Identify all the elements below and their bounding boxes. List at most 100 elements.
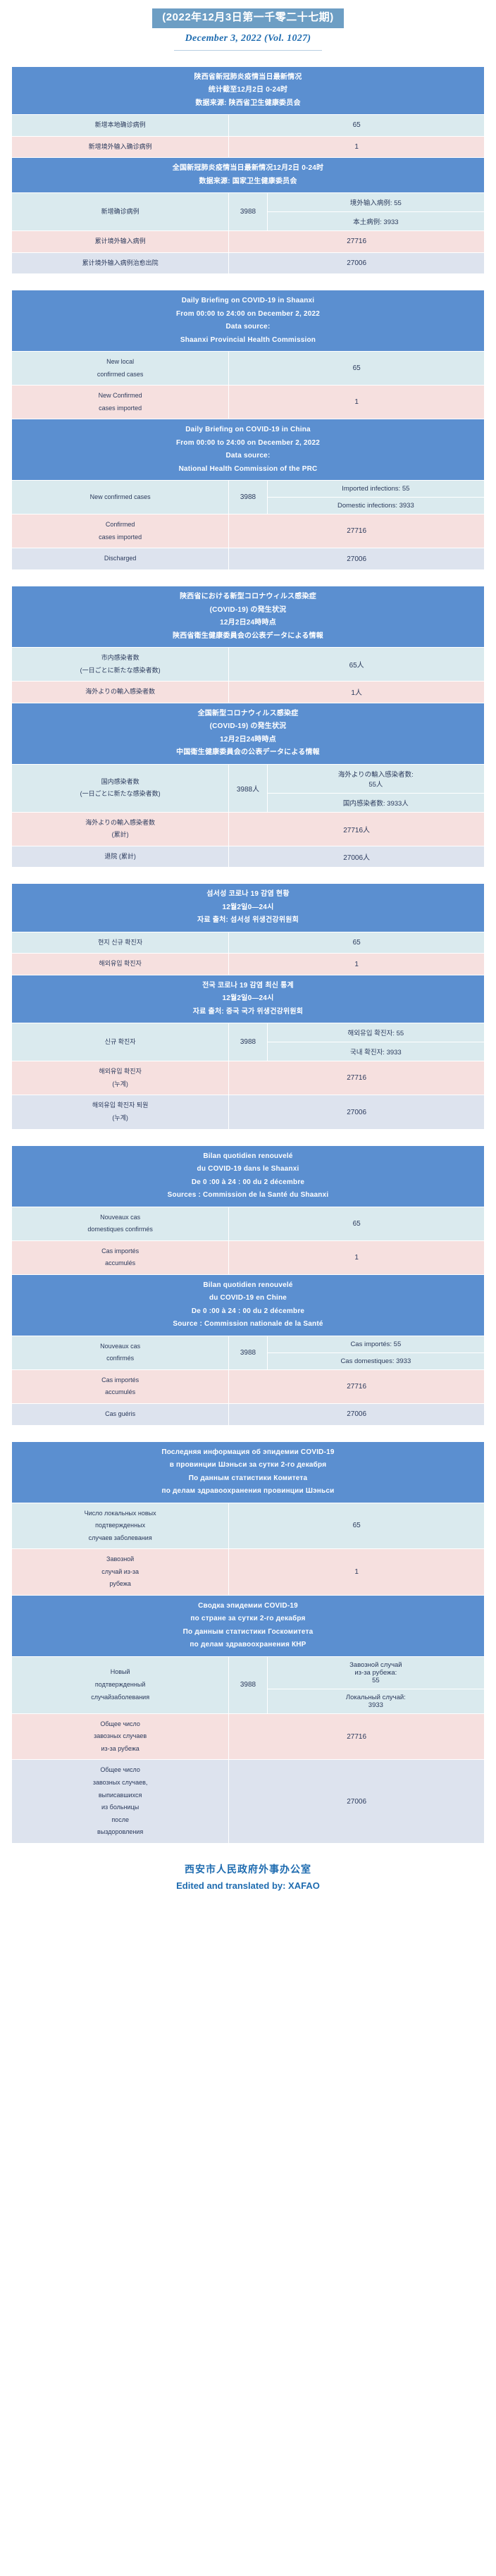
stats-table-zh: 陕西省新冠肺炎疫情当日最新情况 统计截至12月2日 0-24时 数据来源: 陕西省卫… (11, 66, 485, 275)
table-header-provincial: 섬서성 코로나 19 감염 현황 12월2일0—24시 자료 출처: 섬서성 위생건… (12, 884, 484, 932)
table-row: 陝西省における新型コロナウィルス感染症 (COVID-19) の発生状況 12月2日… (12, 586, 484, 648)
row-total-value: 3988 (229, 481, 267, 514)
row-label: 国内感染者数 (一日ごとに新たな感染者数) (12, 764, 229, 812)
table-row: Сводка эпидемии COVID-19 по стране за сут… (12, 1595, 484, 1656)
table-row: Bilan quotidien renouvelé du COVID-19 dan… (12, 1145, 484, 1207)
table-row: 해외유입 확진자 1 (12, 954, 484, 975)
row-value: 65 (229, 932, 484, 954)
table-row: Discharged 27006 (12, 548, 484, 570)
footer-credit-english: Edited and translated by: XAFAO (176, 1880, 320, 1891)
table-row: 전국 코로나 19 감염 최신 통계 12월2일0—24시 자료 출처: 중국 국가… (12, 975, 484, 1023)
row-label: 해외유입 확진자 (누계) (12, 1061, 229, 1095)
table-row: New local confirmed cases 65 (12, 352, 484, 386)
table-header-provincial: Последняя информация об эпидемии COVID-1… (12, 1441, 484, 1503)
row-label: Nouveaux cas confirmés (12, 1336, 229, 1369)
table-header-national: Daily Briefing on COVID-19 in China From … (12, 419, 484, 481)
table-row: Cas importés accumulés 27716 (12, 1369, 484, 1403)
row-label: 累计境外输入病例 (12, 231, 229, 252)
row-label: 해외유입 확진자 퇴원 (누계) (12, 1095, 229, 1129)
row-detail-imported: 海外よりの輸入感染者数: 55人 (267, 764, 484, 793)
row-label: New confirmed cases (12, 481, 229, 514)
table-row-split-cont: 本土病例: 3933 (12, 212, 484, 231)
row-detail-imported: Завозной случай из-за рубежа: 55 (267, 1656, 484, 1689)
bulletin-page: (2022年12月3日第一千零二十七期) December 3, 2022 (V… (0, 0, 496, 1891)
row-detail-domestic: Локальный случай: 3933 (267, 1689, 484, 1713)
row-label: 海外よりの輸入感染者数 (12, 682, 229, 703)
row-label: 累计境外输入病例治愈出院 (12, 252, 229, 274)
stats-table-en: Daily Briefing on COVID-19 in Shaanxi Fro… (11, 290, 485, 570)
table-header-national: 全国新冠肺炎疫情当日最新情况12月2日 0-24时 数据来源: 国家卫生健康委员会 (12, 158, 484, 193)
table-header-national: Сводка эпидемии COVID-19 по стране за сут… (12, 1595, 484, 1656)
row-label: 退院 (累計) (12, 846, 229, 868)
row-label: 海外よりの輸入感染者数 (累計) (12, 812, 229, 846)
table-row: 海外よりの輸入感染者数 1人 (12, 682, 484, 703)
row-value: 27716 (229, 231, 484, 252)
row-value: 27716 (229, 1369, 484, 1403)
row-value: 1 (229, 1240, 484, 1274)
table-row-split: 新增确诊病例 3988 境外输入病例: 55 (12, 193, 484, 231)
row-value: 65 (229, 1207, 484, 1240)
section-zh: 陕西省新冠肺炎疫情当日最新情况 统计截至12月2日 0-24时 数据来源: 陕西省卫… (11, 66, 485, 275)
row-detail-imported: 境外输入病例: 55 (267, 193, 484, 212)
row-total-value: 3988人 (229, 764, 267, 812)
row-value: 1 (229, 136, 484, 158)
table-row: Bilan quotidien renouvelé du COVID-19 en … (12, 1274, 484, 1336)
table-row: Daily Briefing on COVID-19 in China From … (12, 419, 484, 481)
row-value: 1人 (229, 682, 484, 703)
table-row-split: 国内感染者数 (一日ごとに新たな感染者数) 3988人 海外よりの輸入感染者数: 55人 (12, 764, 484, 812)
row-label: 新增确诊病例 (12, 193, 229, 231)
masthead-divider (174, 49, 322, 51)
row-label: 新增境外输入确诊病例 (12, 136, 229, 158)
row-label: Новый подтвержденный случайзаболевания (12, 1656, 229, 1713)
row-total-value: 3988 (229, 1336, 267, 1369)
table-header-provincial: 陕西省新冠肺炎疫情当日最新情况 统计截至12月2日 0-24时 数据来源: 陕西省卫… (12, 66, 484, 114)
issue-badge-chinese: (2022年12月3日第一千零二十七期) (152, 8, 344, 28)
table-row-split-cont: Domestic infections: 3933 (12, 498, 484, 514)
row-value: 65 (229, 352, 484, 386)
table-row: 해외유입 확진자 퇴원 (누계) 27006 (12, 1095, 484, 1129)
row-label: Общее число завозных случаев, выписавшихся… (12, 1760, 229, 1843)
stats-table-fr: Bilan quotidien renouvelé du COVID-19 dan… (11, 1145, 485, 1426)
stats-table-ja: 陝西省における新型コロナウィルス感染症 (COVID-19) の発生状況 12月2日… (11, 586, 485, 868)
row-value: 1 (229, 386, 484, 419)
row-detail-domestic: 国内感染者数: 3933人 (267, 793, 484, 812)
row-label: Confirmed cases imported (12, 514, 229, 548)
table-row: 累计境外输入病例治愈出院 27006 (12, 252, 484, 274)
row-detail-domestic: Cas domestiques: 3933 (267, 1352, 484, 1369)
row-detail-imported: Imported infections: 55 (267, 481, 484, 498)
table-row: Завозной случай из-за рубежа 1 (12, 1549, 484, 1595)
masthead: (2022年12月3日第一千零二十七期) December 3, 2022 (V… (0, 0, 496, 51)
section-ja: 陝西省における新型コロナウィルス感染症 (COVID-19) の発生状況 12月2日… (11, 586, 485, 868)
row-label: New local confirmed cases (12, 352, 229, 386)
section-ko: 섬서성 코로나 19 감염 현황 12월2일0—24시 자료 출처: 섬서성 위생건… (11, 883, 485, 1129)
row-value: 1 (229, 954, 484, 975)
row-value: 1 (229, 1549, 484, 1595)
table-row: New Confirmed cases imported 1 (12, 386, 484, 419)
table-row: 陕西省新冠肺炎疫情当日最新情况 统计截至12月2日 0-24时 数据来源: 陕西省卫… (12, 66, 484, 114)
stats-table-ko: 섬서성 코로나 19 감염 현황 12월2일0—24시 자료 출처: 섬서성 위생건… (11, 883, 485, 1129)
row-label: Cas importés accumulés (12, 1369, 229, 1403)
table-row-split: Nouveaux cas confirmés 3988 Cas importés: 5… (12, 1336, 484, 1369)
table-row: Cas importés accumulés 1 (12, 1240, 484, 1274)
row-detail-imported: 해외유입 확진자: 55 (267, 1023, 484, 1042)
row-value: 27716 (229, 1713, 484, 1760)
table-row-split: Новый подтвержденный случайзаболевания 3988… (12, 1656, 484, 1713)
row-value: 27716 (229, 1061, 484, 1095)
row-total-value: 3988 (229, 1023, 267, 1061)
row-value: 27006人 (229, 846, 484, 868)
row-label: 현지 신규 확진자 (12, 932, 229, 954)
row-value: 27006 (229, 252, 484, 274)
row-label: Discharged (12, 548, 229, 570)
table-header-provincial: 陝西省における新型コロナウィルス感染症 (COVID-19) の発生状況 12月2日… (12, 586, 484, 648)
table-header-provincial: Bilan quotidien renouvelé du COVID-19 dan… (12, 1145, 484, 1207)
row-value: 27006 (229, 1760, 484, 1843)
table-row: 해외유입 확진자 (누계) 27716 (12, 1061, 484, 1095)
table-row: Общее число завозных случаев, выписавшихся… (12, 1760, 484, 1843)
table-row: Nouveaux cas domestiques confirmés 65 (12, 1207, 484, 1240)
footer: 西安市人民政府外事办公室 Edited and translated by: X… (0, 1862, 496, 1891)
row-label: 신규 확진자 (12, 1023, 229, 1061)
table-row: Cas guéris 27006 (12, 1403, 484, 1425)
row-label: Cas guéris (12, 1403, 229, 1425)
language-sections: 陕西省新冠肺炎疫情当日最新情况 统计截至12月2日 0-24时 数据来源: 陕西省卫… (0, 66, 496, 1844)
stats-table-ru: Последняя информация об эпидемии COVID-1… (11, 1441, 485, 1844)
